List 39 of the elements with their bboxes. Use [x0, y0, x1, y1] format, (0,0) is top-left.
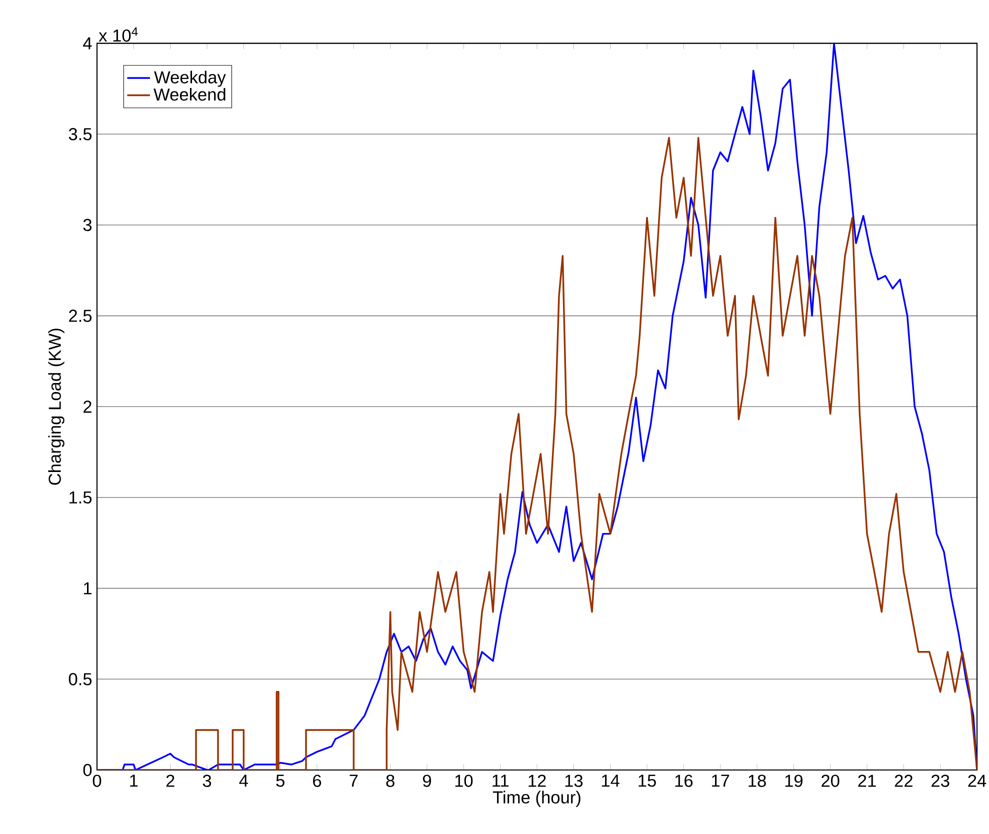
x-tick-label: 15	[638, 774, 656, 787]
x-tick-label: 21	[858, 774, 876, 787]
legend-label: Weekday	[154, 70, 226, 87]
x-tick-label: 10	[455, 774, 473, 787]
x-tick-label: 14	[602, 774, 620, 787]
y-tick-label: 1.5	[70, 491, 92, 504]
y-axis-title: Charging Load (KW)	[48, 328, 64, 485]
x-tick-label: 22	[894, 774, 912, 787]
x-tick-label: 8	[386, 774, 394, 787]
x-tick-label: 18	[748, 774, 766, 787]
x-tick-label: 12	[528, 774, 546, 787]
x-tick-label: 17	[712, 774, 730, 787]
x-tick-label: 24	[968, 774, 986, 787]
x-tick-label: 1	[130, 774, 138, 787]
x-tick-label: 13	[565, 774, 583, 787]
x-tick-label: 2	[166, 774, 174, 787]
x-tick-label: 20	[822, 774, 840, 787]
y-tick-label: 2	[84, 400, 92, 413]
x-tick-label: 6	[313, 774, 322, 787]
x-tick-label: 16	[675, 774, 693, 787]
x-tick-label: 11	[492, 774, 508, 787]
x-tick-label: 5	[276, 774, 284, 787]
text: x 10$^{4}$	[98, 27, 138, 42]
y-tick-label: 2.5	[69, 310, 92, 322]
x-axis-title: Time (hour)	[492, 790, 580, 807]
x-tick-label: 4	[239, 774, 248, 787]
legend-label: Weekend	[154, 88, 226, 101]
x-tick-label: 19	[785, 774, 802, 787]
y-tick-label: 0.5	[68, 673, 92, 686]
x-tick-label: 9	[423, 774, 432, 787]
x-tick-label: 7	[350, 774, 358, 787]
y-tick-label: 3	[83, 218, 92, 232]
y-tick-label: 0	[83, 764, 92, 776]
x-tick-label: 0	[92, 774, 102, 787]
y-tick-label: 4	[83, 37, 92, 50]
x-tick-label: 23	[932, 774, 950, 787]
y-tick-label: 3.5	[68, 128, 92, 140]
x-tick-label: 3	[202, 774, 212, 787]
y-tick-label: 1	[84, 582, 92, 594]
